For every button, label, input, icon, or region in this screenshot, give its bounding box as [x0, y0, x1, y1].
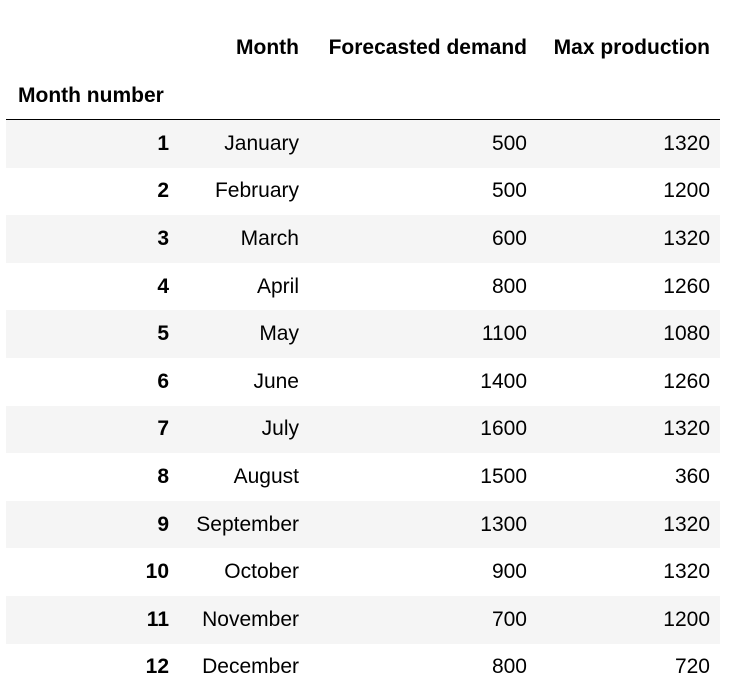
index-name-spacer — [179, 72, 309, 120]
column-header-forecasted-demand: Forecasted demand — [328, 36, 527, 59]
row-index-cell: 6 — [157, 369, 169, 393]
table-row: 10 October 900 1320 — [6, 548, 720, 596]
table-row: 3 March 600 1320 — [6, 215, 720, 263]
row-index-cell: 10 — [145, 560, 169, 584]
column-header-row: Month Forecasted demand Max production — [6, 24, 720, 72]
column-header-max-production: Max production — [553, 36, 710, 59]
index-name-spacer — [537, 72, 720, 120]
cell-max-production: 1320 — [663, 560, 710, 584]
row-index-cell: 1 — [157, 131, 169, 155]
cell-month: April — [256, 274, 299, 298]
cell-forecasted-demand: 600 — [491, 226, 527, 250]
cell-max-production: 1080 — [663, 322, 710, 346]
row-index-cell: 8 — [157, 464, 169, 488]
table-row: 12 December 800 720 — [6, 643, 720, 692]
row-index-cell: 5 — [157, 322, 169, 346]
cell-max-production: 360 — [674, 464, 710, 488]
cell-max-production: 1320 — [663, 417, 710, 441]
cell-month: November — [202, 607, 299, 631]
cell-forecasted-demand: 500 — [491, 131, 527, 155]
table-row: 2 February 500 1200 — [6, 167, 720, 216]
row-index-cell: 12 — [145, 655, 169, 679]
dataframe-container: Month Forecasted demand Max production M… — [6, 24, 720, 692]
dataframe-table: Month Forecasted demand Max production M… — [6, 24, 720, 692]
table-body: 1 January 500 1320 2 February 500 1200 3 March 600… — [6, 119, 720, 692]
cell-month: August — [233, 464, 299, 488]
row-index-cell: 7 — [157, 417, 169, 441]
table-row: 7 July 1600 1320 — [6, 405, 720, 454]
cell-month: February — [214, 179, 299, 203]
header-corner — [6, 24, 179, 72]
table-row: 6 June 1400 1260 — [6, 357, 720, 406]
cell-month: January — [224, 131, 299, 155]
cell-forecasted-demand: 800 — [491, 274, 527, 298]
cell-forecasted-demand: 1400 — [480, 369, 527, 393]
cell-max-production: 720 — [674, 655, 710, 679]
cell-month: December — [202, 655, 299, 679]
cell-max-production: 1200 — [663, 607, 710, 631]
row-index-cell: 2 — [157, 179, 169, 203]
cell-forecasted-demand: 800 — [491, 655, 527, 679]
cell-forecasted-demand: 1600 — [480, 417, 527, 441]
row-index-cell: 11 — [146, 607, 169, 631]
table-header: Month Forecasted demand Max production M… — [6, 24, 720, 120]
row-index-cell: 3 — [157, 226, 169, 250]
cell-month: March — [240, 226, 299, 250]
row-index-cell: 4 — [157, 274, 169, 298]
table-row: 8 August 1500 360 — [6, 453, 720, 501]
row-index-cell: 9 — [157, 512, 169, 536]
cell-forecasted-demand: 900 — [491, 560, 527, 584]
table-row: 11 November 700 1200 — [6, 595, 720, 644]
cell-max-production: 1200 — [663, 179, 710, 203]
index-name-row: Month number — [6, 72, 720, 120]
index-name-header: Month number — [18, 83, 164, 107]
table-row: 4 April 800 1260 — [6, 262, 720, 311]
table-row: 1 January 500 1320 — [6, 119, 720, 168]
cell-month: September — [196, 512, 299, 536]
cell-max-production: 1320 — [663, 226, 710, 250]
cell-max-production: 1320 — [663, 131, 710, 155]
cell-month: June — [253, 369, 299, 393]
cell-forecasted-demand: 500 — [491, 179, 527, 203]
cell-max-production: 1260 — [663, 369, 710, 393]
column-header-month: Month — [236, 36, 299, 59]
cell-forecasted-demand: 1500 — [480, 464, 527, 488]
table-row: 5 May 1100 1080 — [6, 310, 720, 358]
cell-month: May — [259, 322, 299, 346]
cell-forecasted-demand: 1100 — [481, 322, 527, 346]
cell-forecasted-demand: 1300 — [480, 512, 527, 536]
cell-forecasted-demand: 700 — [491, 607, 527, 631]
cell-month: October — [224, 560, 299, 584]
index-name-spacer — [309, 72, 537, 120]
cell-month: July — [261, 417, 299, 441]
cell-max-production: 1320 — [663, 512, 710, 536]
table-row: 9 September 1300 1320 — [6, 500, 720, 549]
cell-max-production: 1260 — [663, 274, 710, 298]
